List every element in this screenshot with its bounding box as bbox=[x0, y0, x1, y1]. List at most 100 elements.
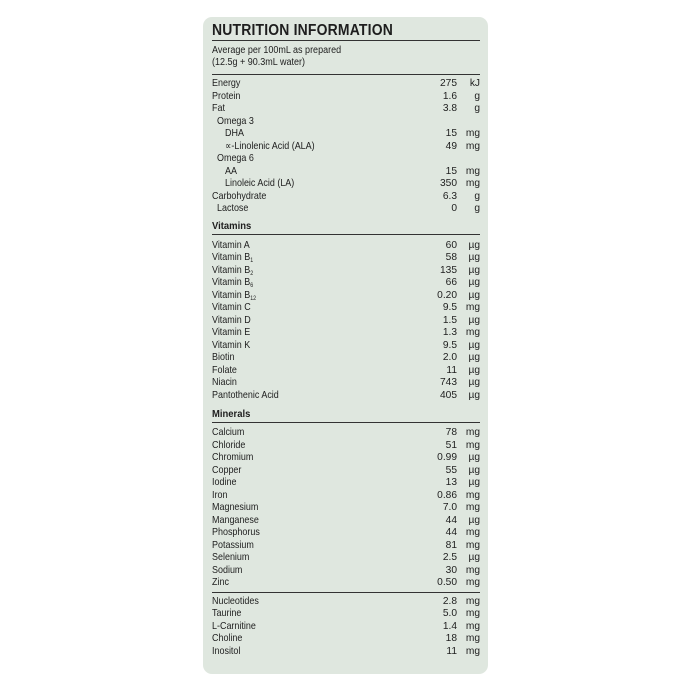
nutrient-name-text: Vitamin K bbox=[212, 339, 251, 351]
nutrient-unit: mg bbox=[465, 527, 480, 538]
divider bbox=[212, 233, 480, 235]
nutrient-name: Manganese bbox=[212, 515, 259, 528]
nutrient-row: Biotin 2.0 µg bbox=[212, 352, 480, 365]
nutrient-name: Copper bbox=[212, 465, 241, 478]
nutrient-name-text: Linoleic Acid (LA) bbox=[225, 178, 295, 189]
nutrient-name-text: Protein bbox=[212, 90, 241, 102]
nutrient-row: Phosphorus 44 mg bbox=[212, 527, 480, 540]
nutrient-name-text: Vitamin E bbox=[212, 327, 251, 338]
nutrient-name-text: Fat bbox=[212, 103, 225, 114]
nutrient-value: 1.4 bbox=[442, 620, 457, 632]
nutrient-name: Vitamin D bbox=[212, 315, 251, 328]
nutrient-name-text: Vitamin B bbox=[212, 289, 251, 301]
nutrient-row: Vitamin B2 135 µg bbox=[212, 265, 480, 278]
nutrient-value: 350 bbox=[440, 178, 457, 189]
nutrient-unit: mg bbox=[465, 178, 480, 189]
nutrient-name-text: Choline bbox=[212, 633, 243, 644]
nutrient-unit: mg bbox=[465, 489, 480, 501]
nutrient-value: 405 bbox=[440, 389, 457, 401]
nutrient-name: Sodium bbox=[212, 565, 242, 578]
nutrient-name: Nucleotides bbox=[212, 596, 259, 609]
nutrient-name-text: AA bbox=[225, 165, 237, 177]
nutrient-row: Folate 11 µg bbox=[212, 365, 480, 378]
nutrient-name: DHA bbox=[225, 128, 244, 141]
nutrient-name-text: Energy bbox=[212, 78, 241, 89]
nutrient-name-text: Iron bbox=[212, 489, 228, 501]
nutrient-row: Energy 275 kJ bbox=[212, 78, 480, 91]
nutrient-unit: g bbox=[474, 190, 480, 202]
nutrient-value: 11 bbox=[446, 364, 457, 376]
nutrient-unit: mg bbox=[465, 539, 480, 551]
nutrient-name: Protein bbox=[212, 91, 240, 104]
nutrient-subscript: 2 bbox=[250, 270, 254, 277]
nutrient-unit: mg bbox=[465, 608, 480, 619]
nutrient-row: Carbohydrate 6.3 g bbox=[212, 191, 480, 204]
nutrient-row: Potassium 81 mg bbox=[212, 540, 480, 553]
nutrient-unit: g bbox=[474, 203, 480, 214]
nutrient-unit: µg bbox=[468, 239, 480, 251]
nutrient-name-text: Calcium bbox=[212, 427, 245, 438]
nutrient-unit: µg bbox=[468, 552, 480, 563]
nutrient-value: 66 bbox=[445, 277, 457, 288]
nutrient-row: Choline 18 mg bbox=[212, 633, 480, 646]
panel-title: NUTRITION INFORMATION bbox=[212, 22, 393, 39]
nutrient-name: Chromium bbox=[212, 452, 253, 465]
nutrient-value: 44 bbox=[445, 514, 457, 526]
nutrient-value: 18 bbox=[445, 633, 457, 644]
nutrient-name-text: ∝-Linolenic Acid (ALA) bbox=[225, 140, 315, 152]
nutrient-name: Phosphorus bbox=[212, 527, 260, 540]
nutrient-name-text: Omega 3 bbox=[217, 115, 254, 127]
nutrient-value: 7.0 bbox=[442, 502, 457, 513]
nutrient-name: Biotin bbox=[212, 352, 234, 365]
nutrient-value: 55 bbox=[445, 464, 457, 476]
nutrient-row: Iron 0.86 mg bbox=[212, 490, 480, 503]
nutrient-row: L-Carnitine 1.4 mg bbox=[212, 621, 480, 634]
nutrient-row: Inositol 11 mg bbox=[212, 646, 480, 659]
nutrient-name-text: Phosphorus bbox=[212, 527, 260, 538]
nutrient-name-text: Biotin bbox=[212, 352, 235, 363]
nutrient-row: Zinc 0.50 mg bbox=[212, 577, 480, 590]
nutrient-row: DHA 15 mg bbox=[212, 128, 480, 141]
nutrient-unit: µg bbox=[468, 377, 480, 388]
nutrient-value: 15 bbox=[445, 165, 457, 177]
nutrient-value: 6.3 bbox=[442, 190, 457, 202]
nutrient-unit: mg bbox=[465, 165, 480, 177]
nutrient-name-text: Magnesium bbox=[212, 502, 259, 513]
nutrient-row: Vitamin K 9.5 µg bbox=[212, 340, 480, 353]
nutrient-row: Chromium 0.99 µg bbox=[212, 452, 480, 465]
vitamins-heading: Vitamins bbox=[212, 219, 252, 232]
serving-line-2: (12.5g + 90.3mL water) bbox=[212, 57, 305, 68]
nutrient-name-text: Vitamin B bbox=[212, 252, 251, 263]
nutrient-name: Carbohydrate bbox=[212, 191, 266, 204]
nutrient-name-text: Selenium bbox=[212, 552, 250, 563]
nutrient-name: Taurine bbox=[212, 608, 241, 621]
nutrient-name: Choline bbox=[212, 633, 242, 646]
nutrient-name-text: Omega 6 bbox=[217, 153, 254, 164]
nutrient-row: Vitamin B12 0.20 µg bbox=[212, 290, 480, 303]
nutrient-value: 13 bbox=[445, 477, 457, 488]
nutrient-name-text: Vitamin B bbox=[212, 264, 251, 276]
nutrient-value: 51 bbox=[445, 439, 457, 451]
nutrient-unit: mg bbox=[465, 502, 480, 513]
nutrient-row: Linoleic Acid (LA) 350 mg bbox=[212, 178, 480, 191]
nutrient-name: Inositol bbox=[212, 646, 240, 659]
nutrient-value: 2.0 bbox=[442, 352, 457, 363]
nutrient-name: AA bbox=[225, 166, 237, 179]
nutrient-value: 15 bbox=[445, 128, 457, 139]
nutrient-value: 135 bbox=[440, 264, 457, 276]
nutrient-unit: mg bbox=[465, 595, 480, 607]
nutrient-value: 0.99 bbox=[437, 452, 457, 463]
nutrient-name: Vitamin B12 bbox=[212, 290, 256, 306]
nutrient-name: Linoleic Acid (LA) bbox=[225, 178, 294, 191]
nutrient-value: 30 bbox=[445, 564, 457, 576]
nutrient-name: Potassium bbox=[212, 540, 254, 553]
nutrient-name-text: Potassium bbox=[212, 539, 254, 551]
nutrient-unit: mg bbox=[465, 128, 480, 139]
nutrient-name-text: Vitamin C bbox=[212, 302, 251, 313]
nutrient-value: 44 bbox=[445, 527, 457, 538]
serving-line-1: Average per 100mL as prepared bbox=[212, 45, 342, 56]
nutrient-value: 9.5 bbox=[442, 339, 457, 351]
nutrient-unit: g bbox=[474, 90, 480, 102]
nutrient-value: 5.0 bbox=[442, 608, 457, 619]
nutrient-unit: mg bbox=[465, 427, 480, 438]
